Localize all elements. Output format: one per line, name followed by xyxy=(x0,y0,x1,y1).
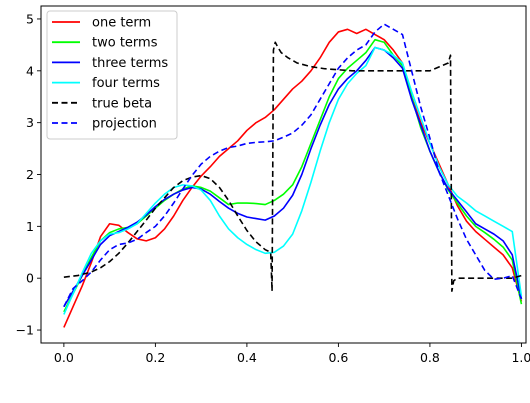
y-tick-label: 4 xyxy=(26,63,34,78)
x-tick-label: 0.0 xyxy=(54,350,74,365)
y-tick-labels: −1 0 1 2 3 4 5 xyxy=(16,11,34,337)
y-tick-label: 2 xyxy=(26,167,34,182)
x-tick-label: 0.6 xyxy=(328,350,348,365)
x-tick-label: 1.0 xyxy=(511,350,530,365)
legend: one term two terms three terms four term… xyxy=(46,10,178,140)
x-tick-label: 0.8 xyxy=(420,350,440,365)
y-tick-label: 5 xyxy=(26,11,34,26)
x-tick-label: 0.4 xyxy=(237,350,257,365)
tick-marks xyxy=(37,18,522,347)
legend-label: four terms xyxy=(92,76,160,91)
legend-label: one term xyxy=(92,16,151,31)
y-tick-label: 3 xyxy=(26,115,34,130)
series-line-four-terms xyxy=(63,46,523,315)
legend-label: two terms xyxy=(92,36,158,51)
series-line-projection xyxy=(63,23,523,308)
y-tick-label: 0 xyxy=(26,271,34,286)
legend-label: true beta xyxy=(92,96,152,111)
legend-label: three terms xyxy=(92,56,168,71)
y-tick-label: −1 xyxy=(16,323,34,338)
series-layer xyxy=(63,23,523,328)
series-line-true-beta xyxy=(63,41,522,292)
x-tick-label: 0.2 xyxy=(145,350,165,365)
x-tick-labels: 0.0 0.2 0.4 0.6 0.8 1.0 xyxy=(54,350,530,365)
legend-label: projection xyxy=(92,117,157,132)
y-tick-label: 1 xyxy=(26,219,34,234)
